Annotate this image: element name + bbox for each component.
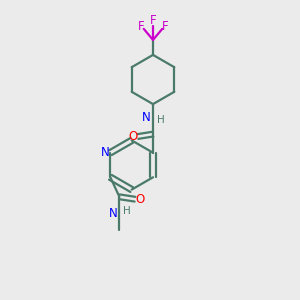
Text: N: N (100, 146, 109, 159)
Text: F: F (137, 20, 144, 33)
Text: H: H (123, 206, 131, 216)
Text: F: F (162, 20, 169, 33)
Text: N: N (142, 111, 151, 124)
Text: O: O (128, 130, 137, 143)
Text: F: F (150, 14, 156, 28)
Text: N: N (108, 207, 117, 220)
Text: H: H (157, 115, 164, 125)
Text: O: O (136, 193, 145, 206)
